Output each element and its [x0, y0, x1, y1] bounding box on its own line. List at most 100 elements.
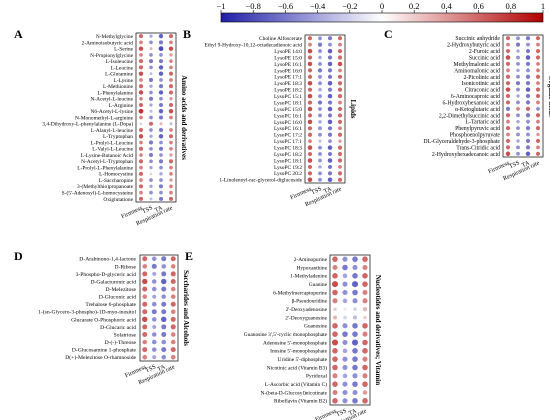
row-label: Trehalose 6-phosphate	[85, 302, 136, 308]
row-label: L-Arginine	[109, 103, 134, 109]
correlation-dot	[159, 53, 163, 57]
correlation-dot	[505, 87, 511, 92]
row-label: L-Tryptophan	[103, 134, 133, 140]
correlation-dot	[525, 81, 531, 86]
row-label: L-Leucine	[111, 65, 134, 71]
correlation-dot	[170, 256, 176, 262]
correlation-dot	[151, 347, 157, 352]
correlation-dot	[362, 356, 368, 362]
correlation-dot	[318, 87, 322, 92]
correlation-dot	[149, 115, 153, 120]
correlation-dot	[149, 40, 153, 45]
correlation-dot	[332, 373, 338, 379]
correlation-dot	[338, 68, 342, 73]
correlation-dot	[318, 55, 322, 60]
correlation-dot	[318, 139, 322, 143]
correlation-dot	[515, 81, 521, 86]
correlation-dot	[307, 93, 313, 99]
column-label: TA	[154, 204, 164, 214]
row-label: LysoPC 18:3	[274, 145, 302, 151]
correlation-dot	[318, 113, 322, 118]
correlation-dot	[338, 42, 342, 47]
correlation-dot	[138, 127, 144, 133]
correlation-dot	[307, 61, 313, 67]
panel-title: Nucleotides and derivatives; Vitamin	[374, 275, 382, 385]
row-label: Inosine 5'-monophosphate	[270, 349, 327, 355]
correlation-dot	[149, 90, 153, 95]
correlation-dot	[337, 106, 343, 112]
correlation-dot	[331, 281, 339, 288]
row-label: 1-Linolenoyl-rac-glycerol-diglucoside	[219, 178, 302, 184]
correlation-dot	[337, 61, 343, 67]
correlation-dot	[307, 171, 313, 176]
correlation-dot	[327, 113, 333, 118]
correlation-dot	[142, 331, 148, 338]
correlation-dot	[327, 100, 333, 105]
correlation-dot	[332, 315, 338, 320]
correlation-dot	[362, 398, 368, 404]
correlation-dot	[337, 49, 343, 54]
column-label: TSS	[310, 185, 323, 196]
correlation-dot	[352, 273, 358, 279]
correlation-dot	[307, 158, 313, 163]
correlation-dot	[536, 42, 540, 47]
colorbar-tick-label: 0	[380, 1, 384, 11]
correlation-dot	[516, 126, 520, 131]
row-label: D-Glucosamine 1-phosphate	[72, 348, 137, 354]
correlation-dot	[342, 356, 348, 362]
correlation-dot	[169, 65, 173, 70]
correlation-dot	[149, 159, 153, 164]
correlation-dot	[525, 126, 531, 131]
row-label: Isonicotinic acid	[462, 81, 501, 87]
correlation-dot	[308, 139, 312, 144]
row-label: LysoPE 15:0	[274, 55, 302, 61]
row-label: 6-Methylmercaptopurine	[273, 290, 327, 296]
correlation-dot	[525, 36, 531, 41]
correlation-dot	[169, 171, 173, 176]
correlation-dot	[138, 171, 144, 176]
correlation-dot	[337, 158, 343, 163]
correlation-dot	[505, 93, 511, 99]
correlation-dot	[332, 398, 338, 404]
row-label: Trans-Citridic acid	[456, 145, 500, 151]
correlation-dot	[169, 153, 173, 157]
correlation-dot	[318, 74, 322, 79]
row-label: Adenosine 5'-monophosphate	[263, 340, 328, 346]
correlation-dot	[159, 140, 163, 145]
colorbar-tick-label: −0.2	[342, 1, 357, 11]
correlation-dot	[342, 373, 348, 379]
correlation-dot	[362, 331, 368, 337]
correlation-dot	[338, 165, 342, 169]
correlation-dot	[328, 139, 332, 144]
column-label: TSS	[335, 407, 348, 418]
correlation-dot	[149, 53, 153, 57]
correlation-dot	[516, 100, 520, 105]
correlation-dot	[161, 294, 167, 299]
colorbar-tick-label: 0.2	[409, 1, 420, 11]
correlation-dot	[342, 398, 348, 404]
correlation-dot	[343, 307, 347, 311]
correlation-dot	[161, 347, 167, 353]
correlation-dot	[307, 80, 313, 86]
correlation-dot	[535, 36, 541, 41]
correlation-dot	[169, 190, 173, 195]
row-label: 2-Hydroxyhexadecanoic acid	[432, 152, 500, 158]
correlation-dot	[148, 121, 154, 126]
row-label: N-(beta-D-Glucosyl)nicotinate	[261, 389, 328, 396]
correlation-dot	[505, 36, 511, 41]
row-label: L-Prolyl-L-Phenylalanine	[77, 165, 133, 171]
correlation-dot	[149, 65, 153, 70]
correlation-dot	[159, 78, 163, 82]
correlation-dot	[327, 151, 333, 157]
correlation-dot	[318, 120, 322, 124]
correlation-dot	[362, 281, 368, 287]
correlation-dot	[142, 339, 148, 345]
correlation-dot	[506, 68, 510, 73]
correlation-dot	[148, 140, 154, 145]
row-label: L-Glutamine	[105, 72, 133, 78]
correlation-dot	[307, 87, 313, 92]
correlation-dot	[307, 126, 313, 131]
row-label: 2'-Deoxyguanosine	[285, 315, 327, 321]
